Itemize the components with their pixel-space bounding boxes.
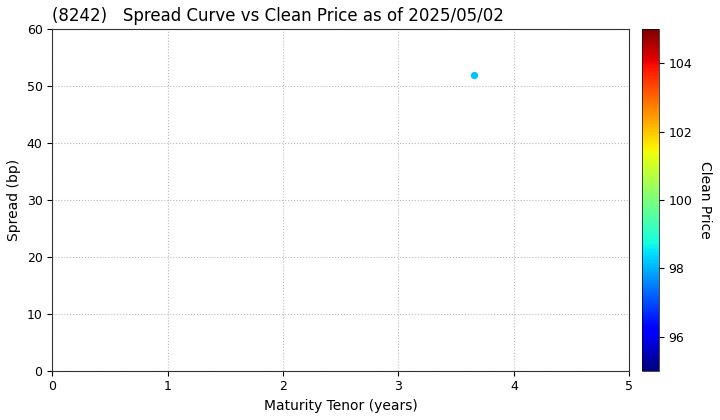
X-axis label: Maturity Tenor (years): Maturity Tenor (years)	[264, 399, 418, 413]
Y-axis label: Spread (bp): Spread (bp)	[7, 159, 21, 241]
Y-axis label: Clean Price: Clean Price	[698, 161, 712, 239]
Point	[468, 71, 480, 78]
Text: (8242)   Spread Curve vs Clean Price as of 2025/05/02: (8242) Spread Curve vs Clean Price as of…	[53, 7, 504, 25]
